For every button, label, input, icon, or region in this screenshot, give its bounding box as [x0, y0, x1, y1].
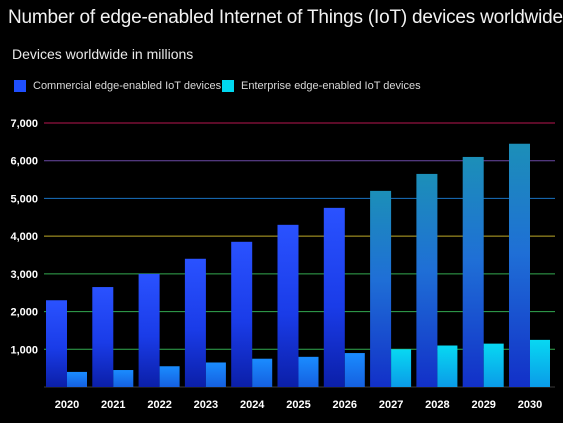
bar-enterprise-2029: [483, 343, 504, 387]
y-tick-label: 6,000: [10, 156, 38, 168]
bar-commercial-2022: [138, 273, 160, 387]
x-tick-label: 2021: [101, 399, 125, 411]
chart-title: Number of edge-enabled Internet of Thing…: [8, 7, 563, 28]
bar-enterprise-2022: [159, 366, 180, 387]
x-tick-label: 2022: [147, 399, 171, 411]
bar-commercial-2030: [509, 143, 530, 387]
x-tick-label: 2030: [518, 399, 542, 411]
bar-enterprise-2026: [344, 353, 365, 387]
bar-enterprise-2023: [205, 362, 226, 387]
bar-commercial-2029: [462, 156, 484, 387]
bar-enterprise-2030: [530, 339, 550, 387]
y-tick-label: 5,000: [10, 193, 38, 205]
y-tick-label: 1,000: [10, 344, 38, 356]
legend-swatch-enterprise: [222, 80, 234, 92]
y-tick-label: 2,000: [10, 307, 38, 319]
bar-enterprise-2024: [252, 358, 273, 387]
legend-item-enterprise: Enterprise edge-enabled IoT devices: [222, 80, 421, 92]
legend-swatch-commercial: [14, 80, 26, 92]
x-tick-label: 2029: [471, 399, 495, 411]
y-tick-label: 7,000: [10, 118, 38, 130]
x-tick-label: 2023: [194, 399, 218, 411]
bar-enterprise-2028: [437, 345, 458, 387]
bar-commercial-2024: [231, 241, 253, 387]
bar-commercial-2020: [46, 300, 67, 387]
x-tick-label: 2027: [379, 399, 403, 411]
x-tick-label: 2026: [333, 399, 357, 411]
y-tick-label: 4,000: [10, 231, 38, 243]
bar-commercial-2025: [277, 224, 299, 387]
legend-label-enterprise: Enterprise edge-enabled IoT devices: [241, 80, 421, 92]
bar-commercial-2026: [323, 207, 345, 387]
x-tick-label: 2028: [425, 399, 449, 411]
bar-enterprise-2025: [298, 356, 319, 387]
legend-label-commercial: Commercial edge-enabled IoT devices: [33, 80, 222, 92]
bar-commercial-2027: [370, 190, 392, 387]
bar-enterprise-2020: [67, 371, 87, 387]
x-tick-label: 2025: [286, 399, 310, 411]
x-tick-label: 2020: [55, 399, 79, 411]
bar-enterprise-2021: [113, 370, 134, 387]
y-tick-label: 3,000: [10, 269, 38, 281]
x-tick-label: 2024: [240, 399, 265, 411]
bar-commercial-2021: [92, 287, 114, 387]
chart-subtitle: Devices worldwide in millions: [12, 46, 194, 62]
legend-item-commercial: Commercial edge-enabled IoT devices: [14, 80, 221, 92]
bar-commercial-2028: [416, 173, 438, 387]
bar-commercial-2023: [184, 258, 206, 387]
bar-enterprise-2027: [391, 349, 412, 387]
